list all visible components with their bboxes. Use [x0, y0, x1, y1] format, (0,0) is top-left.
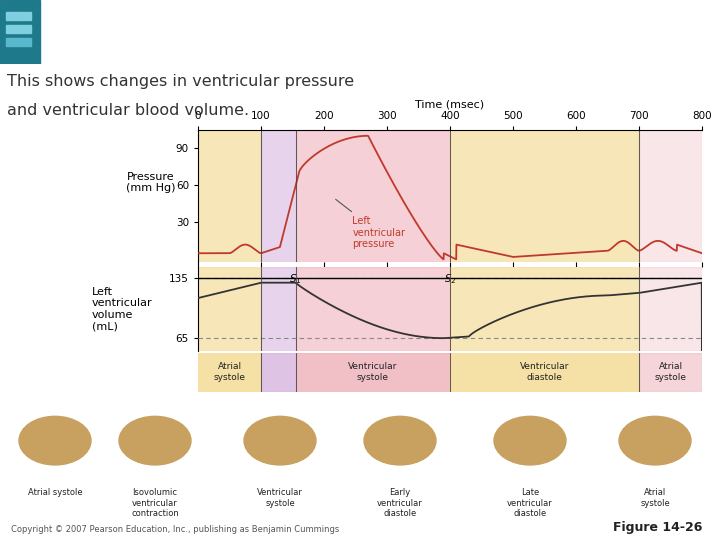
Text: Ventricular
systole: Ventricular systole — [257, 488, 303, 508]
Text: Early
ventricular
diastole: Early ventricular diastole — [377, 488, 423, 518]
Ellipse shape — [494, 416, 566, 465]
Ellipse shape — [619, 416, 691, 465]
Ellipse shape — [19, 416, 91, 465]
Bar — [296, 353, 450, 392]
Bar — [639, 353, 702, 392]
Bar — [261, 353, 296, 392]
Bar — [261, 130, 296, 262]
Bar — [450, 267, 639, 351]
Bar — [198, 353, 261, 392]
Bar — [6, 12, 31, 21]
Text: Left
ventricular
volume
(mL): Left ventricular volume (mL) — [92, 287, 153, 332]
Bar — [450, 130, 639, 262]
Text: Ventricular
systole: Ventricular systole — [348, 362, 397, 382]
Bar — [261, 353, 296, 392]
Text: $S_2$: $S_2$ — [444, 272, 456, 286]
Bar — [6, 25, 31, 33]
Ellipse shape — [119, 416, 191, 465]
Ellipse shape — [364, 416, 436, 465]
Text: Copyright © 2007 Pearson Education, Inc., publishing as Benjamin Cummings: Copyright © 2007 Pearson Education, Inc.… — [11, 524, 339, 534]
Text: Pressure
(mm Hg): Pressure (mm Hg) — [127, 172, 176, 193]
Text: $S_1$: $S_1$ — [289, 272, 302, 286]
Text: Wiggers Diagram: Wiggers Diagram — [47, 25, 251, 45]
Text: Atrial
systole: Atrial systole — [640, 488, 670, 508]
Text: Ventricular
diastole: Ventricular diastole — [520, 362, 570, 382]
Text: Isovolumic
ventricular
contraction: Isovolumic ventricular contraction — [131, 488, 179, 518]
Bar — [198, 130, 261, 262]
Text: This shows changes in ventricular pressure: This shows changes in ventricular pressu… — [7, 74, 354, 89]
Bar — [0, 0, 40, 64]
Bar — [6, 38, 31, 46]
Ellipse shape — [244, 416, 316, 465]
Bar — [296, 130, 450, 262]
Text: and ventricular blood volume.: and ventricular blood volume. — [7, 103, 249, 118]
Bar — [450, 353, 639, 392]
Text: Atrial
systole: Atrial systole — [654, 362, 686, 382]
Bar — [639, 353, 702, 392]
Text: Atrial systole: Atrial systole — [27, 488, 82, 497]
Bar — [450, 353, 639, 392]
Bar — [296, 267, 450, 351]
Bar — [296, 353, 450, 392]
Text: Left
ventricular
pressure: Left ventricular pressure — [336, 199, 405, 249]
Bar — [261, 267, 296, 351]
Text: Figure 14-26: Figure 14-26 — [613, 521, 702, 534]
Bar — [639, 130, 702, 262]
Bar — [198, 267, 261, 351]
X-axis label: Time (msec): Time (msec) — [415, 100, 485, 110]
Bar — [639, 267, 702, 351]
Bar — [198, 353, 261, 392]
Text: Late
ventricular
diastole: Late ventricular diastole — [507, 488, 553, 518]
Text: Atrial
systole: Atrial systole — [214, 362, 246, 382]
